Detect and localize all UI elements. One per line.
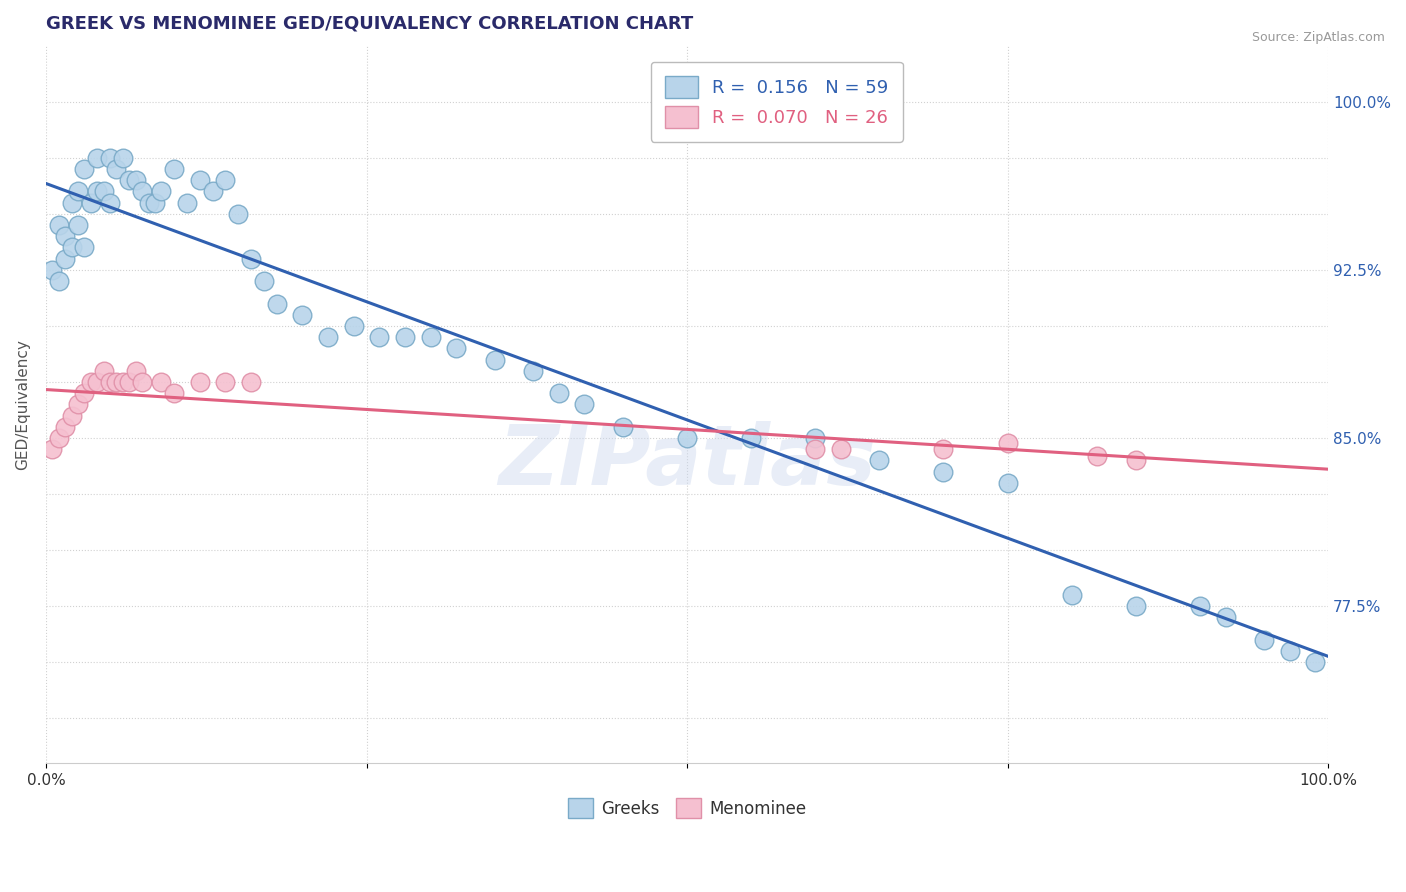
Point bbox=[48, 218, 70, 232]
Point bbox=[98, 151, 121, 165]
Point bbox=[105, 161, 128, 176]
Point bbox=[93, 185, 115, 199]
Point bbox=[125, 173, 148, 187]
Point bbox=[201, 185, 224, 199]
Point bbox=[1253, 632, 1275, 647]
Point bbox=[932, 465, 955, 479]
Y-axis label: GED/Equivalency: GED/Equivalency bbox=[15, 339, 30, 470]
Point bbox=[80, 375, 103, 389]
Point bbox=[830, 442, 852, 457]
Point bbox=[98, 195, 121, 210]
Point bbox=[1060, 588, 1083, 602]
Point bbox=[118, 375, 141, 389]
Point bbox=[48, 431, 70, 445]
Point bbox=[997, 475, 1019, 490]
Point bbox=[53, 419, 76, 434]
Point bbox=[60, 240, 83, 254]
Point bbox=[86, 375, 108, 389]
Point bbox=[150, 185, 173, 199]
Point bbox=[291, 308, 314, 322]
Point bbox=[66, 397, 89, 411]
Point bbox=[1125, 599, 1147, 614]
Point bbox=[240, 252, 263, 266]
Point bbox=[932, 442, 955, 457]
Point bbox=[253, 274, 276, 288]
Point bbox=[612, 419, 634, 434]
Point bbox=[868, 453, 890, 467]
Point bbox=[125, 364, 148, 378]
Point bbox=[997, 435, 1019, 450]
Point bbox=[73, 240, 96, 254]
Point bbox=[676, 431, 699, 445]
Point bbox=[226, 207, 249, 221]
Point bbox=[176, 195, 198, 210]
Point bbox=[266, 296, 288, 310]
Point bbox=[93, 364, 115, 378]
Point bbox=[163, 386, 186, 401]
Point bbox=[522, 364, 544, 378]
Point bbox=[547, 386, 569, 401]
Point bbox=[394, 330, 416, 344]
Text: ZIPatlas: ZIPatlas bbox=[498, 421, 876, 502]
Point bbox=[419, 330, 441, 344]
Point bbox=[740, 431, 762, 445]
Point bbox=[316, 330, 339, 344]
Point bbox=[343, 318, 366, 333]
Point bbox=[60, 195, 83, 210]
Point bbox=[138, 195, 160, 210]
Point bbox=[131, 185, 153, 199]
Point bbox=[804, 442, 827, 457]
Point bbox=[1305, 655, 1327, 669]
Point bbox=[48, 274, 70, 288]
Point bbox=[1215, 610, 1237, 624]
Point bbox=[86, 185, 108, 199]
Point bbox=[1085, 449, 1108, 463]
Point bbox=[53, 229, 76, 244]
Point bbox=[111, 151, 134, 165]
Point bbox=[60, 409, 83, 423]
Point bbox=[214, 375, 236, 389]
Point bbox=[574, 397, 596, 411]
Point bbox=[804, 431, 827, 445]
Point bbox=[484, 352, 506, 367]
Point bbox=[73, 386, 96, 401]
Point bbox=[98, 375, 121, 389]
Point bbox=[73, 161, 96, 176]
Point bbox=[131, 375, 153, 389]
Point bbox=[86, 151, 108, 165]
Point bbox=[80, 195, 103, 210]
Point bbox=[41, 442, 63, 457]
Point bbox=[150, 375, 173, 389]
Point bbox=[66, 218, 89, 232]
Point bbox=[1188, 599, 1211, 614]
Point bbox=[118, 173, 141, 187]
Point bbox=[188, 375, 211, 389]
Text: Source: ZipAtlas.com: Source: ZipAtlas.com bbox=[1251, 31, 1385, 45]
Point bbox=[188, 173, 211, 187]
Point bbox=[368, 330, 391, 344]
Point bbox=[163, 161, 186, 176]
Point bbox=[66, 185, 89, 199]
Text: GREEK VS MENOMINEE GED/EQUIVALENCY CORRELATION CHART: GREEK VS MENOMINEE GED/EQUIVALENCY CORRE… bbox=[46, 15, 693, 33]
Point bbox=[53, 252, 76, 266]
Point bbox=[1125, 453, 1147, 467]
Point bbox=[105, 375, 128, 389]
Point bbox=[240, 375, 263, 389]
Point bbox=[111, 375, 134, 389]
Point bbox=[41, 263, 63, 277]
Point bbox=[214, 173, 236, 187]
Point bbox=[446, 342, 468, 356]
Point bbox=[143, 195, 166, 210]
Legend: Greeks, Menominee: Greeks, Menominee bbox=[560, 789, 815, 827]
Point bbox=[1278, 644, 1301, 658]
